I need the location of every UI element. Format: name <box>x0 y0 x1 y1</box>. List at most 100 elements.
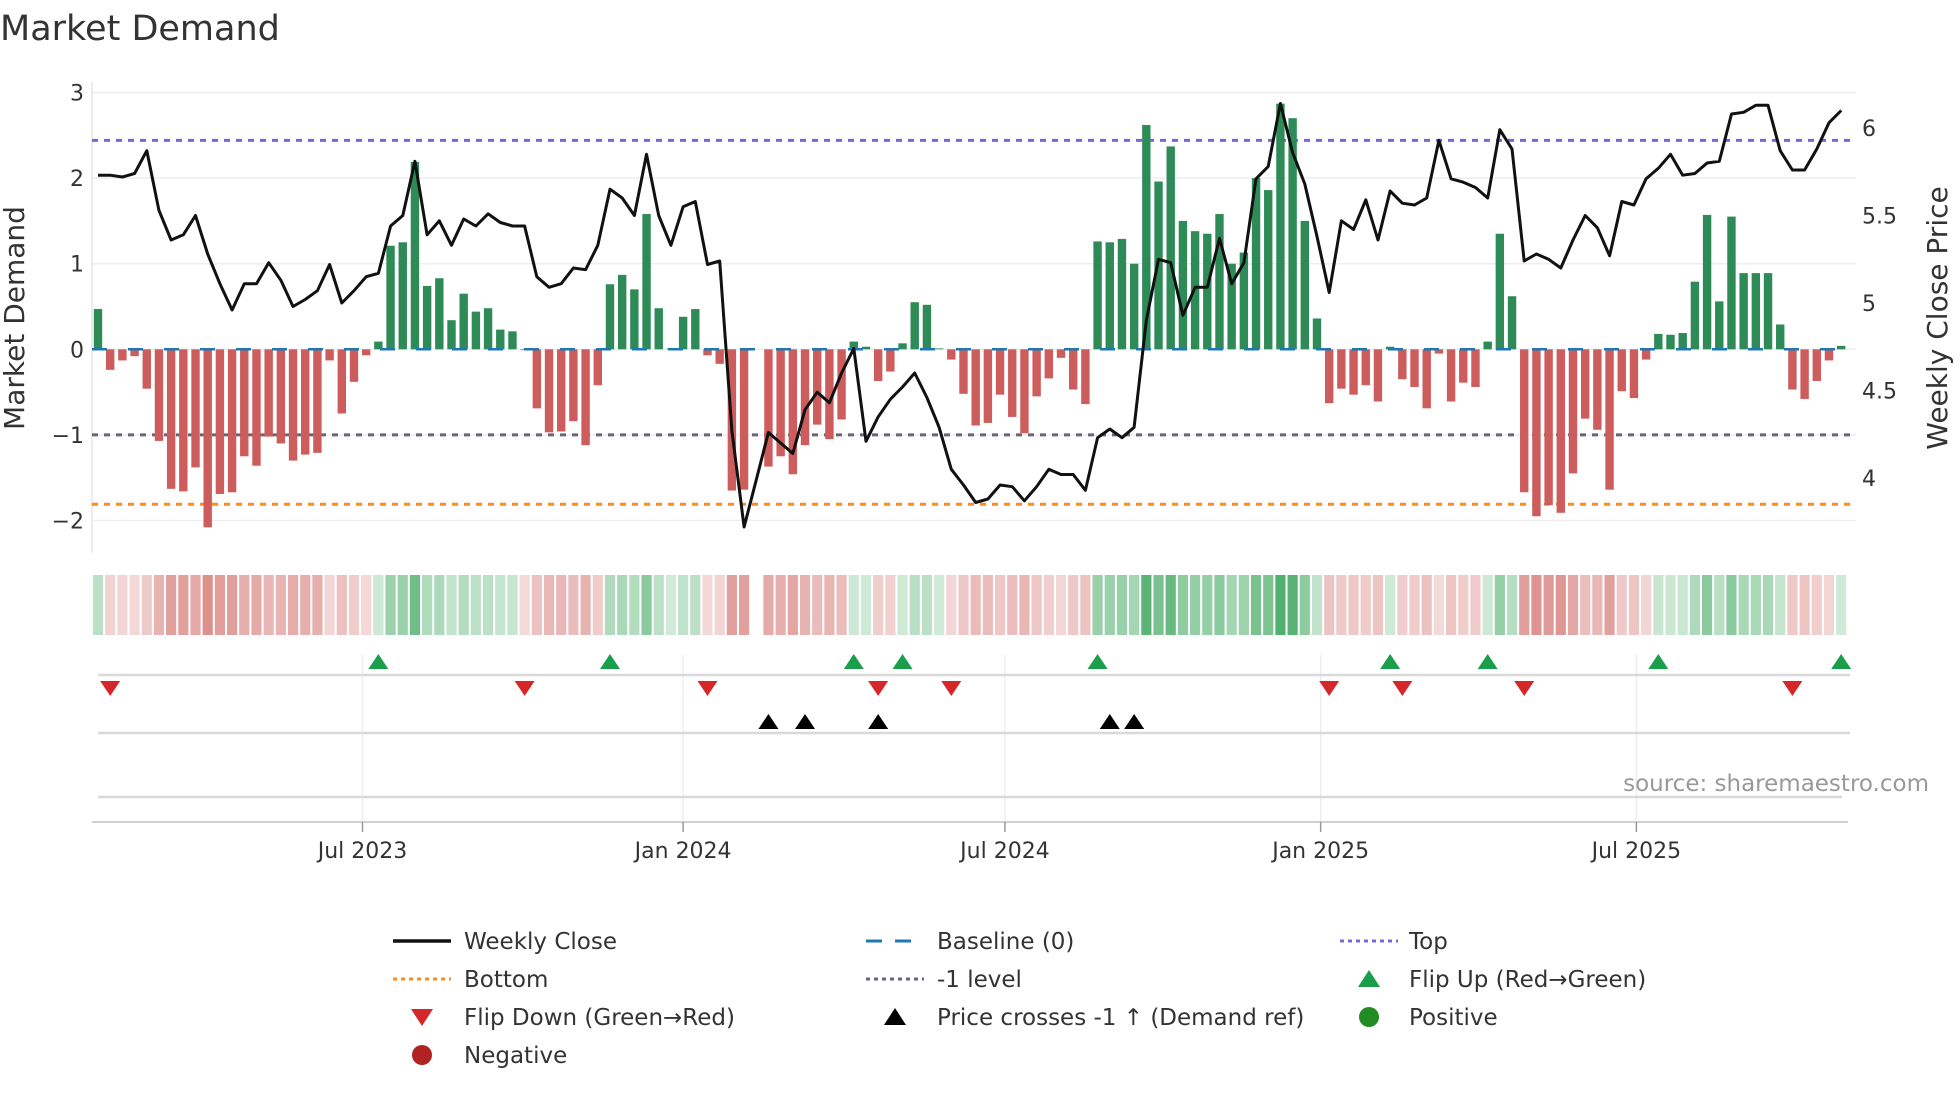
y-axis-ticks: 3 2 1 0 −1 −2 <box>52 82 84 535</box>
heat-cell <box>422 575 433 635</box>
x-tick-label: Jul 2024 <box>958 839 1050 864</box>
demand-bar <box>240 349 249 457</box>
legend-label: Baseline (0) <box>937 929 1074 955</box>
flip-up-marker <box>1477 654 1498 669</box>
demand-bar <box>1629 349 1639 399</box>
demand-bar <box>1776 324 1785 350</box>
heat-cell <box>1129 575 1140 635</box>
demand-bar <box>1105 242 1114 350</box>
heat-cell <box>361 575 372 635</box>
demand-bar <box>166 349 176 489</box>
heat-cell <box>385 575 396 635</box>
heat-cell <box>1007 575 1018 635</box>
demand-bar <box>557 349 566 432</box>
demand-bar <box>1556 349 1565 513</box>
demand-bar <box>1751 273 1761 350</box>
flip-up-marker <box>1648 654 1669 669</box>
heat-cell <box>580 575 591 635</box>
y-axis-label: Market Demand <box>0 206 31 430</box>
heat-cell <box>799 575 811 635</box>
demand-bar <box>934 348 944 350</box>
heat-cell <box>641 575 652 635</box>
heat-cell <box>1567 575 1579 635</box>
y2-tick-label: 4.5 <box>1862 380 1897 405</box>
heat-cell <box>300 575 311 635</box>
demand-bar <box>215 349 225 494</box>
legend-label: Negative <box>464 1043 567 1069</box>
demand-bar <box>1520 349 1529 493</box>
heat-cell <box>568 575 579 635</box>
demand-bar <box>410 161 420 350</box>
demand-bar <box>922 304 932 350</box>
heat-cell <box>348 575 360 635</box>
heat-cell <box>1336 575 1347 635</box>
legend-label: Top <box>1408 929 1448 955</box>
heat-cell <box>909 575 920 635</box>
y2-tick-label: 5.5 <box>1862 205 1897 230</box>
flip-up-marker <box>368 654 389 669</box>
flip-down-marker <box>868 681 889 696</box>
heat-cell <box>482 575 494 635</box>
demand-bar <box>1337 349 1346 389</box>
legend-label: Bottom <box>464 967 548 993</box>
demand-bar <box>788 349 798 475</box>
legend-item-minus-one: -1 level <box>866 967 1022 993</box>
demand-bar <box>947 349 956 360</box>
heat-cell <box>239 575 250 635</box>
heat-cell <box>1823 575 1835 635</box>
y2-tick-label: 4 <box>1862 467 1876 492</box>
heat-cell <box>1104 575 1115 635</box>
heat-cell <box>873 575 884 635</box>
demand-bar <box>459 293 468 350</box>
heat-cell <box>519 575 530 635</box>
heat-cell <box>1677 575 1688 635</box>
heat-cell <box>1153 575 1164 635</box>
demand-bar <box>1617 349 1626 392</box>
demand-bar <box>203 349 212 528</box>
heat-cell <box>324 575 335 635</box>
heat-cell <box>1762 575 1774 635</box>
heat-cell <box>1019 575 1030 635</box>
demand-bar <box>1324 349 1334 404</box>
heat-cell <box>1385 575 1396 635</box>
heat-cell <box>1238 575 1249 635</box>
heat-cell <box>860 575 872 635</box>
demand-bar <box>593 349 602 386</box>
heat-cell <box>1055 575 1067 635</box>
heat-cell <box>1458 575 1469 635</box>
heat-cell <box>970 575 981 635</box>
heat-cell <box>787 575 798 635</box>
legend-label: Price crosses -1 ↑ (Demand ref) <box>937 1005 1304 1031</box>
demand-bar <box>910 302 919 350</box>
demand-bar <box>1532 349 1541 517</box>
demand-bar <box>1507 296 1517 350</box>
x-tick-label: Jul 2023 <box>316 839 408 864</box>
demand-bar <box>508 331 517 350</box>
heat-cell <box>629 575 640 635</box>
heat-cell <box>1043 575 1054 635</box>
heat-cell <box>1506 575 1518 635</box>
heat-cell <box>1226 575 1237 635</box>
flip-up-marker <box>843 654 864 669</box>
heat-cell <box>738 575 750 635</box>
legend-item-baseline: Baseline (0) <box>866 929 1074 955</box>
heat-cell <box>1811 575 1822 635</box>
heat-cell <box>336 575 347 635</box>
demand-bar <box>971 349 980 426</box>
demand-bar <box>1763 273 1773 350</box>
demand-bar <box>959 349 968 394</box>
demand-bar <box>1593 349 1602 430</box>
heat-cell <box>166 575 177 635</box>
heat-cell <box>251 575 262 635</box>
heat-cell <box>1068 575 1079 635</box>
flip-down-marker <box>514 681 535 696</box>
demand-bar <box>1008 349 1017 417</box>
heat-cell <box>604 575 616 635</box>
heat-cell <box>1214 575 1225 635</box>
heat-cell <box>531 575 542 635</box>
heat-cell <box>1543 575 1554 635</box>
demand-bar <box>361 349 371 356</box>
demand-bar <box>800 349 810 446</box>
heat-cell <box>214 575 225 635</box>
legend-item-positive: Positive <box>1359 1005 1498 1031</box>
